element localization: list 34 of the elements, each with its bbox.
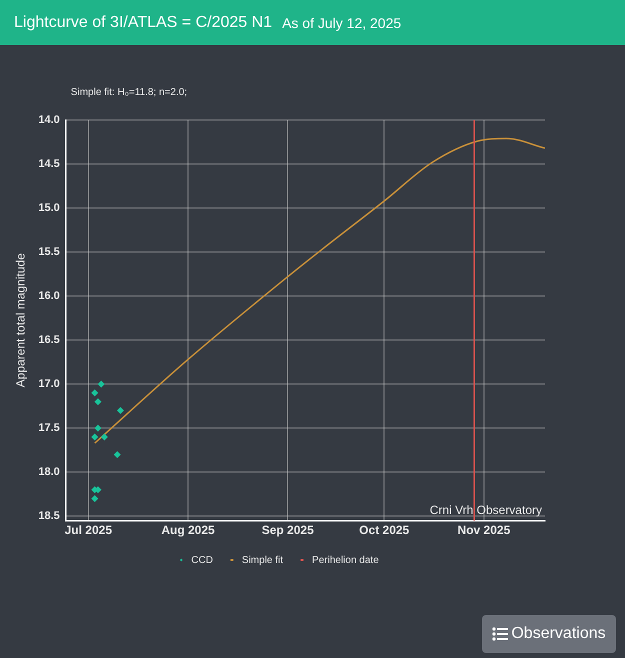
annotation: Crni Vrh Observatory <box>430 502 542 517</box>
point <box>91 495 98 502</box>
y-tick-label: 15.0 <box>38 202 60 214</box>
y-tick-label: 18.5 <box>38 510 60 522</box>
y-tick-label: 17.0 <box>38 378 60 390</box>
x-tick-label: Nov 2025 <box>458 523 511 538</box>
y-tick-label: 17.5 <box>38 422 60 434</box>
y-tick-label: 16.0 <box>38 290 60 302</box>
text: Observations <box>511 625 606 643</box>
legend-label: Perihelion date <box>312 554 380 566</box>
line-series <box>94 138 545 444</box>
x-tick-label: Oct 2025 <box>359 523 410 538</box>
point <box>98 380 105 388</box>
legend-label: Simple fit <box>242 554 284 566</box>
point <box>114 451 121 458</box>
chart-subtitle: As of July 12, 2025 <box>282 14 402 30</box>
point <box>116 407 124 414</box>
point <box>94 398 102 406</box>
point <box>91 433 98 440</box>
y-axis-title: Apparent total magnitude <box>14 252 28 388</box>
x-tick-label: Sep 2025 <box>262 523 314 538</box>
text: Simple fit: H₀=11.8; n=2.0; <box>70 86 188 98</box>
y-tick-label: 14.5 <box>38 158 60 170</box>
point <box>100 433 108 440</box>
point <box>91 389 98 396</box>
point <box>94 424 102 432</box>
legend-label: CCD <box>191 554 213 566</box>
x-tick-label: Aug 2025 <box>161 523 216 538</box>
chart-title: Lightcurve of 3I/ATLAS = C/2025 N1 <box>14 14 272 32</box>
y-tick-label: 15.5 <box>38 246 60 258</box>
y-tick-label: 14.0 <box>38 114 60 126</box>
x-tick-label: Jul 2025 <box>64 523 112 538</box>
y-tick-label: 16.5 <box>38 334 60 346</box>
y-tick-label: 18.0 <box>38 466 60 478</box>
